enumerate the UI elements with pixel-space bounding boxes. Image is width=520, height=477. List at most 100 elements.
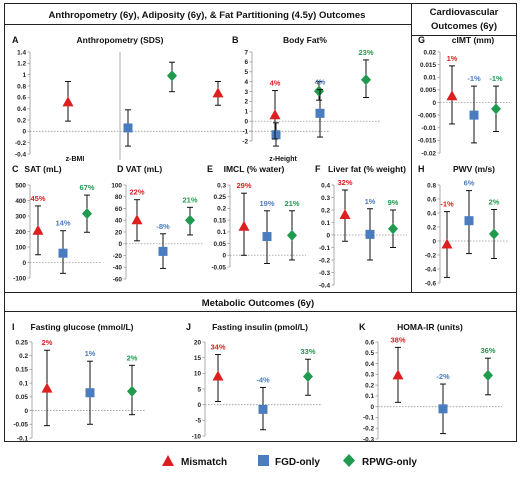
panel-a: A Anthropometry (SDS) -0.4 -0.2 0 0.2 0.4 0.6 0.… bbox=[12, 35, 330, 163]
y-tick-label: 200 bbox=[15, 229, 26, 236]
y-tick-label: 0 bbox=[326, 232, 330, 239]
data-label-rpwg-only: 36% bbox=[480, 346, 495, 355]
y-tick-label: -0.05 bbox=[211, 264, 226, 271]
data-label-fgd-only: -8% bbox=[156, 222, 170, 231]
y-tick-label: -0.3 bbox=[363, 436, 374, 443]
y-tick-label: 0.005 bbox=[420, 87, 436, 94]
y-tick-label: -0.4 bbox=[425, 266, 436, 273]
y-tick-label: 0.4 bbox=[17, 106, 26, 113]
panel-f: F Liver fat (% weight) -0.4 -0.3 -0.2 -0.1 0 0.… bbox=[315, 164, 407, 289]
y-tick-label: 0.05 bbox=[16, 394, 29, 401]
panel-title: VAT (mL) bbox=[126, 164, 163, 174]
data-label-fgd-only: 1% bbox=[85, 349, 96, 358]
panel-c: C SAT (mL) -100 0 100 200 300 400 500 45% 14% 67% bbox=[12, 164, 101, 282]
marker-mismatch bbox=[32, 224, 44, 235]
data-label-rpwg-only: 67% bbox=[79, 183, 94, 192]
panel-title: PWV (m/s) bbox=[453, 164, 495, 174]
y-tick-label: -1 bbox=[242, 128, 248, 135]
y-tick-label: 0 bbox=[244, 119, 248, 126]
panel-letter: A bbox=[12, 35, 19, 45]
chart-panels: A Anthropometry (SDS) -0.4 -0.2 0 0.2 0.4 0.6 0.… bbox=[12, 35, 510, 443]
data-label-fgd-only: 19% bbox=[259, 199, 274, 208]
y-tick-label: 0.015 bbox=[420, 62, 436, 69]
panel-letter: C bbox=[12, 164, 19, 174]
marker-mismatch bbox=[212, 370, 224, 381]
y-tick-label: 0.3 bbox=[217, 182, 226, 189]
y-tick-label: 0.02 bbox=[424, 49, 437, 56]
y-tick-label: -0.01 bbox=[421, 125, 436, 132]
panel-letter: F bbox=[315, 164, 321, 174]
y-tick-label: -0.4 bbox=[15, 151, 26, 158]
data-label-rpwg-only: 2% bbox=[489, 198, 500, 207]
data-label-fgd-only: 1% bbox=[365, 197, 376, 206]
y-tick-label: 0.6 bbox=[17, 95, 26, 102]
data-label-fgd-only: -1% bbox=[467, 74, 481, 83]
panel-letter: B bbox=[232, 35, 239, 45]
data-label-mismatch: 32% bbox=[337, 178, 352, 187]
y-tick-label: -10 bbox=[192, 433, 202, 440]
y-tick-label: 0 bbox=[370, 404, 374, 411]
marker-fgd-only bbox=[123, 123, 133, 133]
panel-letter: E bbox=[207, 164, 213, 174]
y-tick-label: 3 bbox=[244, 89, 248, 96]
y-tick-label: 0.8 bbox=[427, 182, 436, 189]
y-tick-label: 0.6 bbox=[427, 196, 436, 203]
marker-mismatch bbox=[62, 96, 74, 107]
marker-fgd-only bbox=[262, 232, 272, 242]
y-tick-label: -0.1 bbox=[319, 245, 330, 252]
panel-letter: K bbox=[359, 322, 366, 332]
panel-i: I Fasting glucose (mmol/L) -0.1 -0.05 0 0.05 0… bbox=[12, 322, 146, 442]
legend: Mismatch FGD-only RPWG-only bbox=[162, 454, 417, 468]
legend-label-mismatch: Mismatch bbox=[181, 457, 227, 468]
marker-rpwg-only bbox=[303, 370, 313, 382]
marker-rpwg-only bbox=[314, 85, 324, 97]
y-tick-label: -0.3 bbox=[319, 270, 330, 277]
panel-letter: I bbox=[12, 322, 15, 332]
data-label-fgd-only: 6% bbox=[464, 179, 475, 188]
y-tick-label: 0.2 bbox=[217, 206, 226, 213]
data-label-rpwg-only: 23% bbox=[358, 48, 373, 57]
marker-fgd-only bbox=[271, 130, 281, 140]
marker-mismatch bbox=[131, 214, 143, 225]
y-tick-label: 0.25 bbox=[214, 194, 227, 201]
y-tick-label: 1.4 bbox=[17, 49, 26, 56]
y-tick-label: 0.2 bbox=[321, 207, 330, 214]
figure-border bbox=[4, 3, 517, 442]
panel-j: J Fasting insulin (pmol/L) -10 -5 0 5 10 15 20 34… bbox=[186, 322, 322, 440]
legend-label-rpwg: RPWG-only bbox=[362, 457, 417, 468]
panel-letter: J bbox=[186, 322, 191, 332]
panel-letter: D bbox=[117, 164, 124, 174]
panel-title: SAT (mL) bbox=[24, 164, 61, 174]
y-tick-label: -20 bbox=[113, 253, 123, 260]
y-tick-label: 0.5 bbox=[365, 350, 374, 357]
legend-marker-rpwg bbox=[343, 454, 355, 467]
marker-fgd-only bbox=[258, 404, 268, 414]
y-tick-label: 10 bbox=[194, 371, 202, 378]
marker-mismatch bbox=[212, 87, 224, 98]
y-tick-label: -5 bbox=[195, 418, 201, 425]
y-tick-label: 2 bbox=[244, 99, 248, 106]
y-tick-label: 0.3 bbox=[321, 195, 330, 202]
data-label-rpwg-only: 9% bbox=[388, 198, 399, 207]
marker-mismatch bbox=[238, 220, 250, 231]
y-tick-label: -0.005 bbox=[418, 112, 437, 119]
data-label-rpwg-only: 21% bbox=[182, 195, 197, 204]
legend-marker-fgd bbox=[258, 455, 269, 466]
panel-title: cIMT (mm) bbox=[452, 35, 495, 45]
category-label-z-height: z-Height bbox=[269, 156, 297, 163]
y-tick-label: 1 bbox=[22, 72, 26, 79]
y-tick-label: 0.4 bbox=[365, 361, 374, 368]
marker-rpwg-only bbox=[483, 369, 493, 381]
marker-mismatch bbox=[446, 90, 458, 101]
marker-mismatch bbox=[441, 238, 453, 249]
data-label-rpwg-only: 33% bbox=[300, 347, 315, 356]
y-tick-label: 0.25 bbox=[16, 339, 29, 346]
marker-mismatch bbox=[392, 369, 404, 380]
y-tick-label: 6 bbox=[244, 59, 248, 66]
y-tick-label: 20 bbox=[115, 229, 123, 236]
y-tick-label: 20 bbox=[194, 339, 202, 346]
y-tick-label: 1.2 bbox=[17, 61, 26, 68]
legend-label-fgd: FGD-only bbox=[275, 457, 320, 468]
marker-mismatch bbox=[41, 382, 53, 393]
